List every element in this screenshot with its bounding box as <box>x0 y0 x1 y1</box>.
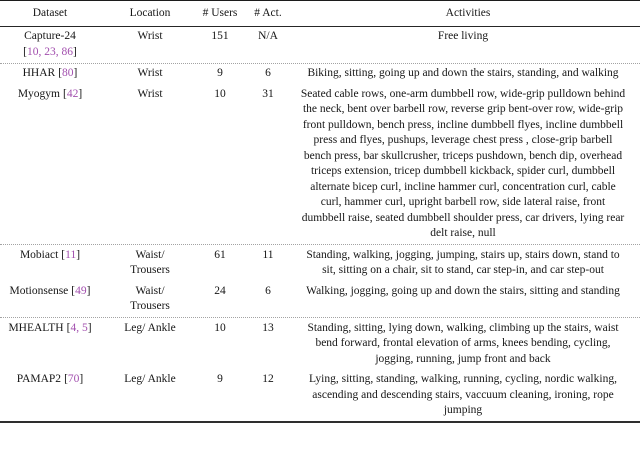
dataset-cell: Myogym [42] <box>0 87 100 242</box>
dataset-name: Myogym <box>17 87 60 100</box>
users-count-cell: 10 <box>214 321 226 334</box>
column-header-1: Location <box>129 7 171 19</box>
dataset-name: Mobiact <box>19 248 59 261</box>
table-row: PAMAP2 [70] Leg/ Ankle 9 12 Lying, sitting, s… <box>0 370 640 422</box>
datasets-table: Dataset Location # Users # Act. Activities C… <box>0 0 640 423</box>
activities-cell: Standing, sitting, lying down, walking, … <box>307 321 619 365</box>
citation-bracket: [49] <box>71 284 91 297</box>
citation-link[interactable]: 11 <box>65 248 77 261</box>
activities-cell: Lying, sitting, standing, walking, runni… <box>309 373 617 416</box>
citation-bracket: [80] <box>58 67 78 79</box>
table-row: MHEALTH [4, 5] Leg/ Ankle 10 13 Standing, sit… <box>0 318 640 370</box>
citation-link[interactable]: 42 <box>66 87 79 100</box>
activities-count-cell: 31 <box>262 87 274 100</box>
dataset-cell: Motionsense [49] <box>0 284 100 315</box>
dataset-cell: PAMAP2 [70] <box>0 372 100 419</box>
dataset-name: MHEALTH <box>8 321 64 334</box>
column-header-3: # Act. <box>254 7 282 19</box>
activities-cell: Seated cable rows, one-arm dumbbell row,… <box>300 87 626 240</box>
dataset-cell: Mobiact [11] <box>0 248 100 279</box>
table-row: HHAR [80] Wrist 9 6 Biking, sitting, going up… <box>0 64 640 85</box>
activities-count-cell: N/A <box>258 30 278 42</box>
citation-link[interactable]: 49 <box>75 284 87 297</box>
location-cell: Leg/ Ankle <box>124 373 176 385</box>
citation-link[interactable]: 80 <box>62 67 74 79</box>
dataset-name: Capture-24 <box>24 30 76 42</box>
dataset-name: Motionsense <box>9 284 69 297</box>
table-row: Motionsense [49] Waist/ Trousers 24 6 Walking… <box>0 281 640 318</box>
citation-link[interactable]: 4, 5 <box>70 321 88 334</box>
dataset-cell: MHEALTH [4, 5] <box>0 321 100 368</box>
users-count-cell: 9 <box>217 67 223 79</box>
citation-bracket: [11] <box>61 248 81 261</box>
activities-cell: Walking, jogging, going up and down the … <box>306 284 620 297</box>
location-cell: Wrist <box>137 30 163 42</box>
citation-bracket: [10, 23, 86] <box>23 45 77 58</box>
activities-cell: Standing, walking, jogging, jumping, sta… <box>306 248 620 277</box>
activities-cell: Free living <box>437 30 489 42</box>
citation-bracket: [4, 5] <box>66 321 92 334</box>
users-count-cell: 151 <box>211 30 229 42</box>
dataset-cell: HHAR [80] <box>0 66 100 82</box>
column-header-4: Activities <box>445 7 491 19</box>
activities-count-cell: 13 <box>262 321 274 334</box>
citation-link[interactable]: 10, 23, 86 <box>27 45 73 58</box>
citation-bracket: [70] <box>64 373 84 385</box>
location-cell: Wrist <box>137 67 163 79</box>
activities-cell: Biking, sitting, going up and down the s… <box>307 67 619 79</box>
column-header-2: # Users <box>202 7 238 19</box>
location-cell: Wrist <box>137 87 163 100</box>
dataset-name: PAMAP2 <box>16 373 62 385</box>
column-header-0: Dataset <box>32 7 68 19</box>
table-header-row: Dataset Location # Users # Act. Activities <box>0 1 640 27</box>
users-count-cell: 24 <box>214 284 226 297</box>
citation-link[interactable]: 70 <box>67 373 80 385</box>
users-count-cell: 61 <box>214 248 226 261</box>
location-cell: Waist/ Trousers <box>130 284 170 313</box>
users-count-cell: 10 <box>214 87 226 100</box>
table-body: Capture-24 [10, 23, 86] Wrist 151 N/A Free li… <box>0 27 640 422</box>
table-row: Capture-24 [10, 23, 86] Wrist 151 N/A Free li… <box>0 27 640 64</box>
dataset-name: HHAR <box>22 67 56 79</box>
activities-count-cell: 6 <box>265 67 271 79</box>
location-cell: Waist/ Trousers <box>130 248 170 277</box>
table-row: Mobiact [11] Waist/ Trousers 61 11 Standing, … <box>0 245 640 281</box>
citation-bracket: [42] <box>62 87 83 100</box>
activities-count-cell: 6 <box>265 284 271 297</box>
table-row: Myogym [42] Wrist 10 31 Seated cable rows, on… <box>0 84 640 245</box>
activities-count-cell: 12 <box>262 373 274 385</box>
location-cell: Leg/ Ankle <box>124 321 176 334</box>
dataset-cell: Capture-24 [10, 23, 86] <box>0 29 100 60</box>
activities-count-cell: 11 <box>262 248 274 261</box>
users-count-cell: 9 <box>217 373 223 385</box>
